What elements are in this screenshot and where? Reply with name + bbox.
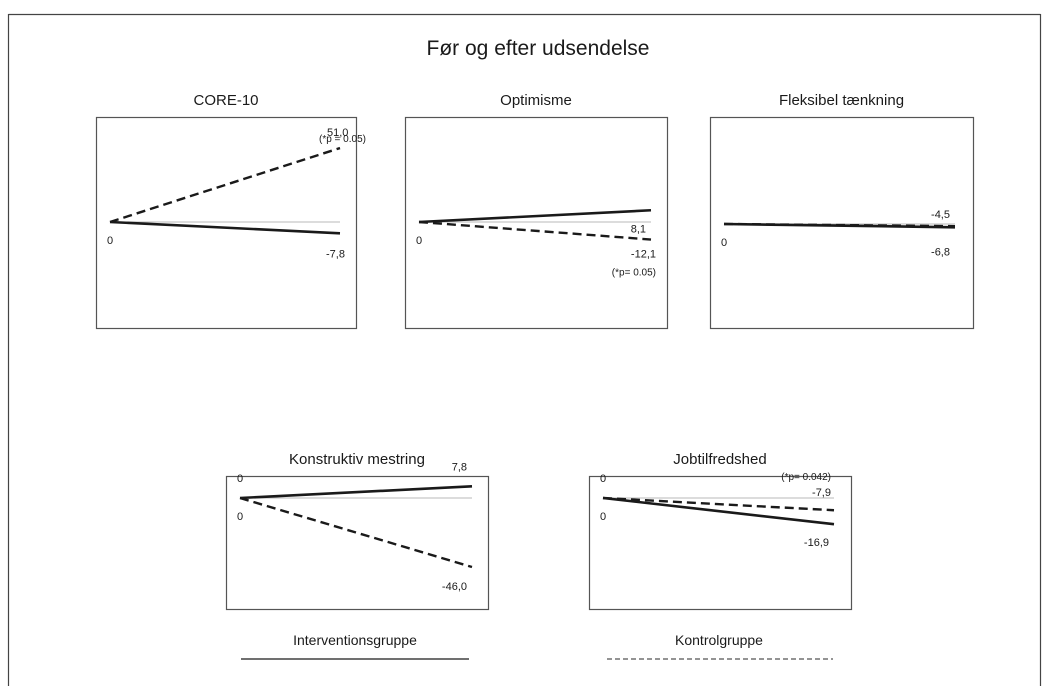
end-value-label: -46,0 <box>442 581 467 593</box>
end-value-label: -6,8 <box>931 246 950 258</box>
intervention-series-line <box>602 496 835 526</box>
intervention-series-line <box>239 485 473 500</box>
chart-panels: CORE-10 0 -7,8 51,0(*p = 0.05) Optimisme 0 8,1… <box>95 92 975 611</box>
chart-panel: CORE-10 0 -7,8 51,0(*p = 0.05) <box>95 92 366 330</box>
significance-annotation: (*p= 0.05) <box>612 268 656 279</box>
panel-title: CORE-10 <box>193 92 258 109</box>
end-value-label: 51,0 <box>327 127 348 139</box>
end-value-label: -7,8 <box>326 248 345 260</box>
panel-title: Jobtilfredshed <box>673 451 766 468</box>
control-series-line <box>418 220 652 241</box>
panel-frame <box>225 475 490 611</box>
panel-frame <box>404 116 669 330</box>
zero-label: 0 <box>416 235 422 247</box>
legend-control-label: Kontrolgruppe <box>675 632 763 648</box>
zero-label: 0 <box>600 511 606 523</box>
end-value-label: 7,8 <box>452 461 467 473</box>
chart-panel: Optimisme 0 8,1 -12,1 (*p= 0.05) <box>404 92 669 330</box>
zero-label: 0 <box>237 473 243 485</box>
zero-label: 0 <box>237 511 243 523</box>
zero-label: 0 <box>600 473 606 485</box>
legend: Interventionsgruppe Kontrolgruppe <box>241 632 833 660</box>
intervention-series-line <box>418 208 652 224</box>
control-series-line <box>109 146 341 224</box>
chart-panel: Jobtilfredshed 0 0 -16,9 -7,9 (*p= 0.042) <box>588 451 853 611</box>
end-value-label: 8,1 <box>631 223 646 235</box>
control-series-line <box>723 222 956 228</box>
end-value-label: -12,1 <box>631 249 656 261</box>
control-series-line <box>602 496 835 512</box>
figure-title: Før og efter udsendelse <box>427 37 650 60</box>
significance-annotation: (*p= 0.042) <box>781 472 831 483</box>
end-value-label: -4,5 <box>931 209 950 221</box>
chart-panel: Fleksibel tænkning 0 -6,8 -4,5 <box>709 92 975 330</box>
zero-label: 0 <box>721 237 727 249</box>
end-value-label: -16,9 <box>804 537 829 549</box>
panel-title: Fleksibel tænkning <box>779 92 904 109</box>
zero-label: 0 <box>107 235 113 247</box>
significance-annotation: (*p = 0.05) <box>319 134 366 145</box>
intervention-series-line <box>109 220 341 235</box>
legend-intervention-label: Interventionsgruppe <box>293 632 417 648</box>
panel-frame <box>709 116 975 330</box>
chart-panel: Konstruktiv mestring 0 0 7,8 -46,0 <box>225 451 490 611</box>
panel-title: Konstruktiv mestring <box>289 451 425 468</box>
panel-title: Optimisme <box>500 92 572 109</box>
end-value-label: -7,9 <box>812 487 831 499</box>
control-series-line <box>239 496 473 569</box>
